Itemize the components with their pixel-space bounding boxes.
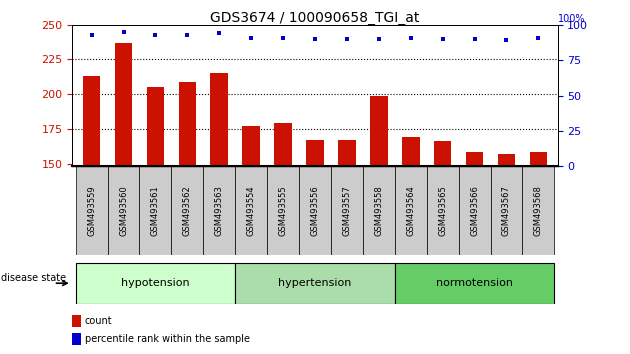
- Text: GDS3674 / 100090658_TGI_at: GDS3674 / 100090658_TGI_at: [210, 11, 420, 25]
- Text: GSM493556: GSM493556: [311, 185, 319, 236]
- Bar: [83, 76, 100, 166]
- Bar: [306, 140, 324, 166]
- Bar: [299, 166, 331, 255]
- Text: GSM493558: GSM493558: [374, 185, 383, 236]
- Bar: [466, 153, 483, 166]
- Bar: [498, 154, 515, 166]
- Text: GSM493557: GSM493557: [343, 185, 352, 236]
- Text: hypotension: hypotension: [121, 278, 190, 288]
- Bar: [395, 166, 427, 255]
- Bar: [115, 43, 132, 166]
- Bar: [338, 140, 356, 166]
- Text: GSM493568: GSM493568: [534, 185, 543, 236]
- Text: percentile rank within the sample: percentile rank within the sample: [84, 334, 249, 344]
- Bar: [235, 166, 267, 255]
- Bar: [72, 315, 81, 327]
- Bar: [402, 137, 420, 166]
- Bar: [370, 96, 387, 166]
- Bar: [147, 87, 164, 166]
- Text: GSM493565: GSM493565: [438, 185, 447, 236]
- Bar: [210, 73, 228, 166]
- Bar: [139, 166, 171, 255]
- Bar: [243, 126, 260, 166]
- Bar: [427, 166, 459, 255]
- Text: GSM493555: GSM493555: [278, 185, 287, 236]
- Bar: [108, 166, 139, 255]
- Text: GSM493567: GSM493567: [502, 185, 511, 236]
- Bar: [171, 166, 203, 255]
- Text: count: count: [84, 316, 112, 326]
- Text: GSM493559: GSM493559: [87, 185, 96, 236]
- Text: GSM493561: GSM493561: [151, 185, 160, 236]
- Bar: [76, 166, 108, 255]
- Bar: [491, 166, 522, 255]
- Text: normotension: normotension: [436, 278, 513, 288]
- Text: GSM493564: GSM493564: [406, 185, 415, 236]
- Bar: [522, 166, 554, 255]
- Bar: [459, 166, 491, 255]
- Bar: [530, 153, 547, 166]
- Bar: [235, 263, 395, 304]
- Text: GSM493554: GSM493554: [247, 185, 256, 236]
- Text: hypertension: hypertension: [278, 278, 352, 288]
- Text: GSM493562: GSM493562: [183, 185, 192, 236]
- Text: disease state: disease state: [1, 273, 67, 283]
- Bar: [363, 166, 395, 255]
- Bar: [178, 82, 196, 166]
- Bar: [76, 263, 235, 304]
- Text: GSM493563: GSM493563: [215, 185, 224, 236]
- Text: GSM493566: GSM493566: [470, 185, 479, 236]
- Text: 100%: 100%: [558, 14, 585, 24]
- Bar: [395, 263, 554, 304]
- Text: GSM493560: GSM493560: [119, 185, 128, 236]
- Bar: [274, 123, 292, 166]
- Bar: [267, 166, 299, 255]
- Bar: [331, 166, 363, 255]
- Bar: [203, 166, 235, 255]
- Bar: [72, 333, 81, 345]
- Bar: [434, 141, 452, 166]
